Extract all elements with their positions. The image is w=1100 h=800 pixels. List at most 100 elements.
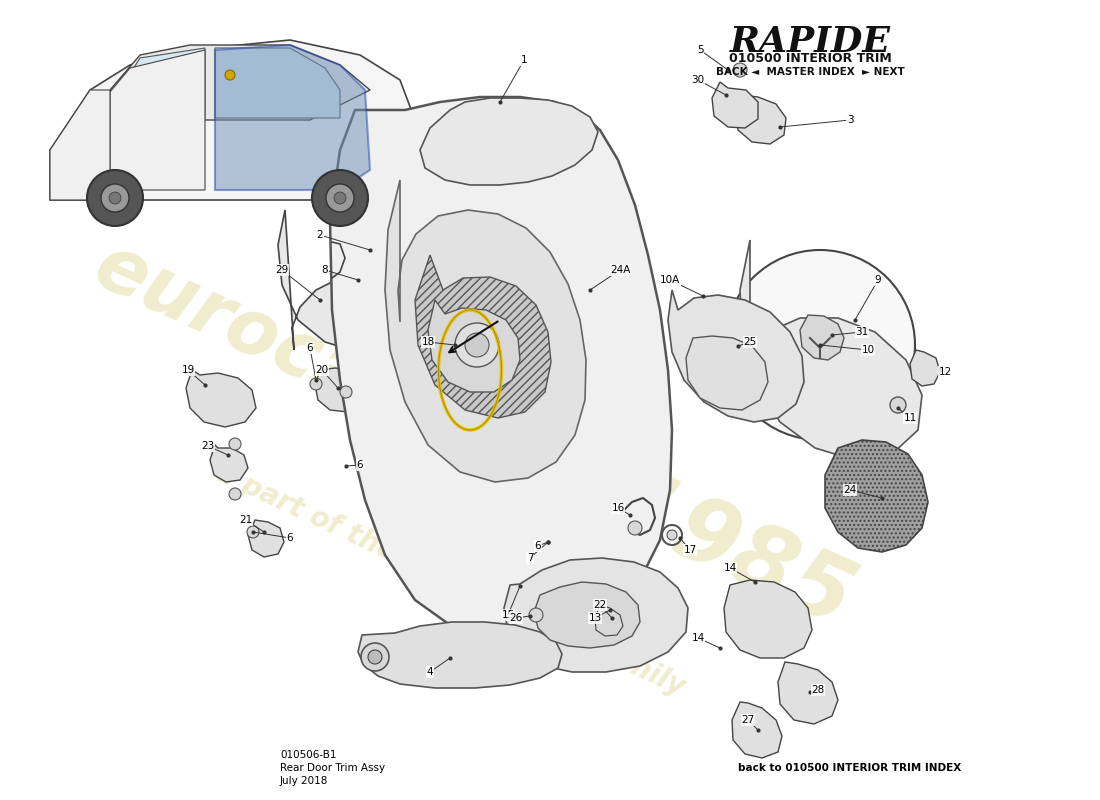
Text: 1: 1 [520,55,527,65]
Circle shape [733,63,747,77]
Text: 4: 4 [427,667,433,677]
Text: RAPIDE: RAPIDE [729,25,890,59]
Text: 20: 20 [316,365,329,375]
Polygon shape [825,440,928,552]
Text: 10A: 10A [660,275,680,285]
Text: back to 010500 INTERIOR TRIM INDEX: back to 010500 INTERIOR TRIM INDEX [738,763,961,773]
Circle shape [529,608,543,622]
Circle shape [546,593,560,607]
Circle shape [465,333,490,357]
Polygon shape [740,240,922,460]
Polygon shape [504,558,688,672]
Circle shape [326,184,354,212]
Polygon shape [415,255,551,418]
Text: 6: 6 [287,533,294,543]
Text: 27: 27 [741,715,755,725]
Circle shape [226,70,235,80]
Text: 24: 24 [844,485,857,495]
Text: 22: 22 [593,600,606,610]
Text: 2: 2 [317,230,323,240]
Polygon shape [248,520,284,557]
Polygon shape [420,98,598,185]
Circle shape [667,530,676,540]
Text: 19: 19 [182,365,195,375]
Text: 28: 28 [812,685,825,695]
Polygon shape [724,580,812,658]
Circle shape [361,643,389,671]
Circle shape [340,386,352,398]
Text: 26: 26 [509,613,522,623]
Text: 14: 14 [692,633,705,643]
Text: 18: 18 [421,337,434,347]
Text: 25: 25 [744,337,757,347]
Circle shape [628,521,642,535]
Text: 5: 5 [696,45,703,55]
Polygon shape [214,45,370,190]
Polygon shape [428,300,520,392]
Text: 21: 21 [240,515,253,525]
Polygon shape [315,368,368,412]
Circle shape [890,397,906,413]
Polygon shape [358,622,562,688]
Polygon shape [110,45,370,120]
Text: 6: 6 [307,343,314,353]
Polygon shape [910,350,940,386]
Polygon shape [595,605,623,636]
Circle shape [368,650,382,664]
Text: since 1985: since 1985 [334,334,866,646]
Text: 6: 6 [535,541,541,551]
Text: 010500 INTERIOR TRIM: 010500 INTERIOR TRIM [728,52,891,65]
Text: 31: 31 [856,327,869,337]
Polygon shape [732,702,782,758]
Polygon shape [778,662,838,724]
Text: 29: 29 [275,265,288,275]
Polygon shape [534,582,640,648]
Text: 12: 12 [938,367,952,377]
Text: July 2018: July 2018 [280,776,329,786]
Text: 17: 17 [683,545,696,555]
Text: 13: 13 [588,613,602,623]
Text: BACK ◄  MASTER INDEX  ► NEXT: BACK ◄ MASTER INDEX ► NEXT [716,67,904,77]
Polygon shape [800,315,844,360]
Polygon shape [210,445,248,482]
Circle shape [229,438,241,450]
Text: eurocarparts: eurocarparts [82,229,618,531]
Polygon shape [686,336,768,410]
Polygon shape [214,48,340,118]
Polygon shape [186,370,256,427]
Text: a part of the eurocarparts family: a part of the eurocarparts family [211,458,689,702]
Polygon shape [50,40,415,200]
Text: 15: 15 [502,610,515,620]
Text: 10: 10 [861,345,875,355]
Text: 16: 16 [612,503,625,513]
Polygon shape [120,48,205,118]
Polygon shape [50,90,110,200]
Text: 3: 3 [847,115,854,125]
Polygon shape [735,95,786,144]
Circle shape [87,170,143,226]
Polygon shape [110,50,205,190]
Text: 24A: 24A [609,265,630,275]
Text: 14: 14 [724,563,737,573]
Circle shape [455,323,499,367]
Circle shape [312,170,368,226]
Text: 7: 7 [527,553,534,563]
Text: 23: 23 [201,441,214,451]
Text: 010506-B1: 010506-B1 [280,750,337,760]
Circle shape [229,488,241,500]
Text: 30: 30 [692,75,705,85]
Text: Rear Door Trim Assy: Rear Door Trim Assy [280,763,385,773]
Circle shape [725,250,915,440]
Polygon shape [712,82,758,128]
Text: 8: 8 [321,265,328,275]
Polygon shape [330,97,672,638]
Circle shape [248,526,258,538]
Polygon shape [385,180,586,482]
Polygon shape [668,290,804,422]
Text: 9: 9 [874,275,881,285]
Circle shape [310,378,322,390]
Polygon shape [278,210,428,352]
Text: 6: 6 [356,460,363,470]
Text: 11: 11 [903,413,916,423]
Circle shape [334,192,346,204]
